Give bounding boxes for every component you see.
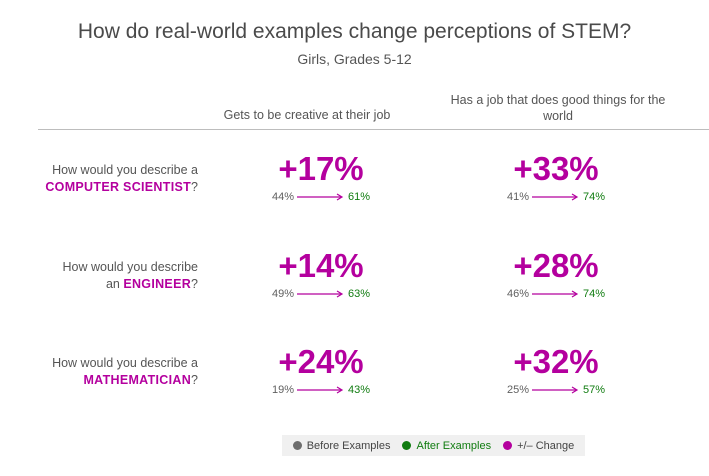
change-value: +32%	[513, 343, 599, 380]
row-label: How would you describe a MATHEMATICIAN?	[20, 355, 198, 389]
chart-subtitle: Girls, Grades 5-12	[297, 51, 412, 67]
row-label: How would you describe a COMPUTER SCIENT…	[20, 162, 198, 196]
legend-label: Before Examples	[306, 439, 391, 452]
row-label: How would you describe an ENGINEER?	[20, 259, 199, 293]
before-after: 25% 57%	[466, 383, 646, 397]
before-value: 19%	[271, 384, 294, 396]
cell-creative: +14% 49% 63%	[231, 248, 411, 301]
arrow-right-icon	[532, 386, 579, 394]
row-label-profession: ENGINEER	[123, 277, 192, 291]
row-mathematician: How would you describe a MATHEMATICIAN? …	[0, 344, 709, 424]
row-label-prefix2: an	[105, 277, 120, 291]
arrow-right-icon	[532, 193, 579, 201]
legend-label: +/– Change	[517, 439, 575, 452]
before-after: 46% 74%	[466, 287, 646, 301]
legend-item-before: Before Examples	[292, 439, 391, 452]
before-after: 44% 61%	[231, 190, 411, 204]
after-value: 43%	[348, 384, 371, 396]
before-value: 49%	[271, 288, 294, 300]
row-label-prefix: How would you describe	[62, 260, 199, 274]
cell-creative: +17% 44% 61%	[231, 151, 411, 204]
row-label-profession: MATHEMATICIAN	[83, 373, 192, 387]
header-divider	[38, 129, 709, 130]
before-value: 25%	[506, 384, 529, 396]
change-value: +33%	[513, 150, 599, 187]
arrow-right-icon	[297, 290, 344, 298]
change-value: +14%	[278, 247, 364, 284]
row-label-prefix: How would you describe a	[52, 356, 198, 370]
column-header-good-things: Has a job that does good things for the …	[450, 93, 666, 123]
row-label-prefix: How would you describe a	[52, 163, 198, 177]
cell-good-things: +28% 46% 74%	[466, 248, 646, 301]
legend-item-after: After Examples	[402, 440, 491, 452]
legend: Before Examples After Examples +/– Chang…	[282, 435, 585, 456]
arrow-right-icon	[297, 386, 344, 394]
legend-item-change: +/– Change	[503, 440, 574, 452]
column-header-creative: Gets to be creative at their job	[223, 108, 391, 122]
arrow-right-icon	[297, 193, 344, 201]
before-value: 41%	[506, 191, 529, 203]
after-value: 63%	[348, 288, 371, 300]
row-label-profession: COMPUTER SCIENTIST	[45, 180, 192, 194]
arrow-right-icon	[532, 290, 579, 298]
change-value: +17%	[278, 150, 364, 187]
after-value: 61%	[348, 191, 371, 203]
row-engineer: How would you describe an ENGINEER? +14%…	[0, 248, 709, 328]
row-label-suffix: ?	[191, 180, 198, 194]
legend-dot-icon	[402, 441, 412, 450]
legend-dot-icon	[503, 441, 513, 450]
cell-creative: +24% 19% 43%	[231, 344, 411, 397]
legend-dot-icon	[292, 441, 302, 450]
change-value: +24%	[278, 343, 364, 380]
before-value: 46%	[506, 288, 529, 300]
after-value: 74%	[583, 288, 606, 300]
row-label-suffix: ?	[191, 373, 198, 387]
after-value: 57%	[583, 384, 606, 396]
before-after: 41% 74%	[466, 190, 646, 204]
chart-title: How do real-world examples change percep…	[77, 20, 632, 43]
legend-label: After Examples	[416, 439, 492, 452]
cell-good-things: +33% 41% 74%	[466, 151, 646, 204]
row-label-suffix: ?	[191, 277, 198, 291]
before-value: 44%	[271, 191, 294, 203]
cell-good-things: +32% 25% 57%	[466, 344, 646, 397]
change-value: +28%	[513, 247, 599, 284]
row-computer-scientist: How would you describe a COMPUTER SCIENT…	[0, 151, 709, 231]
before-after: 49% 63%	[231, 287, 411, 301]
before-after: 19% 43%	[231, 383, 411, 397]
after-value: 74%	[583, 191, 606, 203]
